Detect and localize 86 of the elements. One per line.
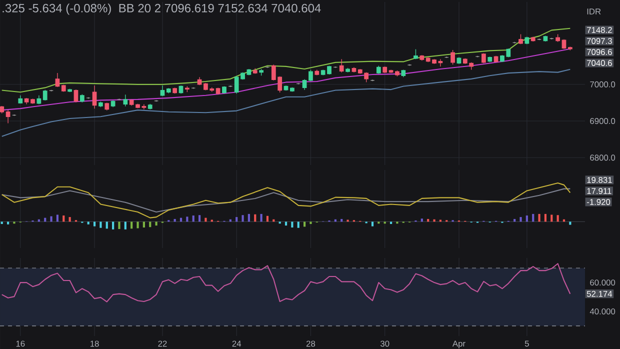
text: 7148.2 xyxy=(587,27,612,33)
bar xyxy=(93,222,96,226)
x-tick-label: 22 xyxy=(158,340,167,347)
bar xyxy=(248,214,250,222)
candlestick xyxy=(123,94,128,107)
bar xyxy=(550,214,553,222)
x-tick-label: 30 xyxy=(380,340,390,347)
bar xyxy=(130,222,133,229)
bar xyxy=(0,222,3,224)
x-tick-label: 5 xyxy=(524,340,529,347)
bar xyxy=(87,222,90,224)
text: 7096.6 xyxy=(587,49,612,55)
y-tick-label: 7000.0 xyxy=(590,81,616,88)
candlestick xyxy=(414,48,418,60)
bar xyxy=(260,214,262,222)
bar xyxy=(204,218,207,222)
candlestick xyxy=(308,69,313,82)
candlestick xyxy=(74,89,78,103)
bar xyxy=(136,222,139,228)
bar xyxy=(149,222,152,228)
bar xyxy=(556,215,559,222)
bar xyxy=(186,216,188,222)
candlestick xyxy=(438,58,443,67)
y-tick-label: 40.000 xyxy=(590,308,616,314)
bar xyxy=(118,222,120,230)
candlestick xyxy=(562,39,566,50)
bar xyxy=(520,217,522,222)
x-tick-label: 18 xyxy=(90,340,99,347)
bar xyxy=(68,217,71,222)
bar xyxy=(254,214,256,222)
candlestick xyxy=(339,58,344,73)
line-series xyxy=(1,68,571,137)
bar xyxy=(433,219,436,222)
bar xyxy=(420,218,423,222)
candlestick xyxy=(42,90,48,101)
line-series xyxy=(1,28,571,93)
bar xyxy=(142,222,145,228)
bar xyxy=(192,215,194,222)
x-tick-label: 28 xyxy=(306,340,316,347)
bar xyxy=(124,222,126,230)
bar xyxy=(155,222,158,226)
bar xyxy=(198,215,201,222)
bar xyxy=(291,222,294,228)
candlestick xyxy=(302,78,307,90)
bar xyxy=(544,214,547,222)
text: 7040.6 xyxy=(587,60,612,66)
bar xyxy=(56,214,59,222)
x-tick-label: 24 xyxy=(232,340,242,347)
bar xyxy=(526,215,528,222)
bar xyxy=(236,217,238,222)
candlestick xyxy=(6,110,10,124)
x-tick-label: 16 xyxy=(16,340,25,347)
bar xyxy=(112,222,114,230)
bar xyxy=(6,222,10,224)
chart-title: .325 -5.634 (-0.08%) xyxy=(2,4,111,15)
y-tick-label: 6900.0 xyxy=(590,118,616,124)
y-tick-label: 60.000 xyxy=(590,280,616,286)
y-axis-title: IDR xyxy=(587,8,601,14)
bar xyxy=(297,222,300,228)
text: 19.831 xyxy=(587,177,612,183)
bar xyxy=(371,222,374,226)
bar xyxy=(310,222,312,224)
candlestick xyxy=(450,50,455,65)
y-tick-label: 6800.0 xyxy=(590,154,616,161)
chart-subtitle: BB 20 2 7096.619 7152.634 7040.604 xyxy=(119,4,321,12)
bar xyxy=(390,222,392,224)
text: 7097.3 xyxy=(587,38,612,44)
bar xyxy=(242,215,244,222)
candlestick xyxy=(518,34,523,44)
candlestick xyxy=(55,72,60,88)
bar xyxy=(304,222,306,227)
x-tick-label: Apr xyxy=(452,340,466,348)
bar xyxy=(106,222,108,229)
bar xyxy=(50,216,52,222)
candlestick xyxy=(142,104,146,110)
bar xyxy=(62,215,65,222)
bar xyxy=(266,216,269,222)
candlestick xyxy=(92,85,97,109)
bar xyxy=(532,214,534,222)
bar xyxy=(569,222,572,225)
text: -1.920 xyxy=(586,199,610,205)
text: 17.911 xyxy=(587,188,612,194)
bar xyxy=(538,214,540,222)
text: 52.174 xyxy=(586,290,612,297)
bar xyxy=(284,222,288,226)
bar xyxy=(100,222,102,228)
